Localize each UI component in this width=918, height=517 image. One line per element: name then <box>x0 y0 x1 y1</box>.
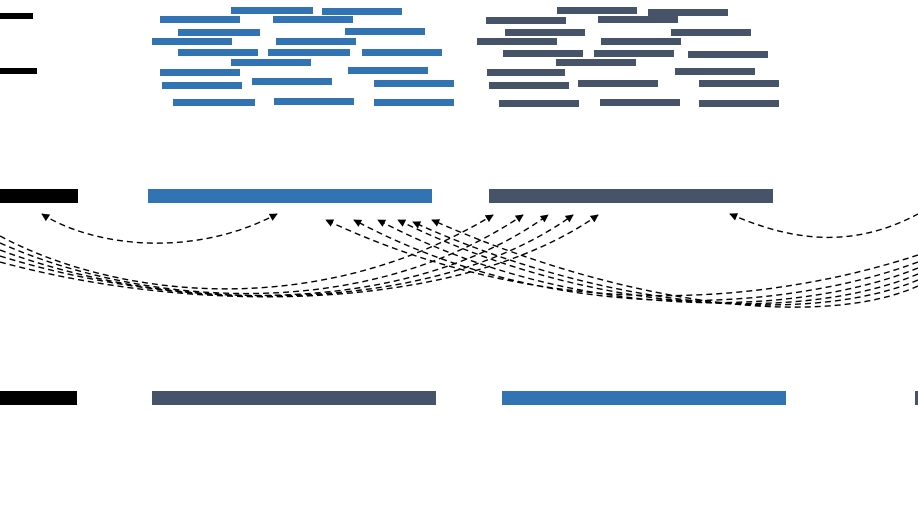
read-fragment <box>160 16 240 23</box>
read-fragment <box>648 9 728 16</box>
read-fragment <box>699 100 779 107</box>
read-fragment <box>598 16 678 23</box>
read-fragment <box>601 38 681 45</box>
dashed-arrow <box>377 219 918 304</box>
read-fragment <box>178 29 260 36</box>
read-fragment <box>688 51 768 58</box>
read-fragment <box>499 100 579 107</box>
read-fragment <box>600 99 680 106</box>
reference-row <box>0 189 773 203</box>
read-fragment <box>231 59 311 66</box>
read-fragment <box>578 80 658 87</box>
reference-slate-block <box>489 189 773 203</box>
read-fragment <box>477 38 557 45</box>
left-ticks <box>0 13 37 74</box>
dashed-arrow <box>412 221 918 306</box>
read-fragment <box>231 7 313 14</box>
dashed-arrow <box>0 214 494 290</box>
dashed-arrow <box>0 214 599 298</box>
read-fragment <box>162 82 242 89</box>
tick-middle <box>0 68 37 74</box>
read-fragment <box>273 16 353 23</box>
read-fragment <box>675 68 755 75</box>
reference-black-block <box>0 189 78 203</box>
dashed-arrow <box>353 219 918 302</box>
read-fragment <box>374 99 454 106</box>
dashed-arrow <box>0 214 524 295</box>
dashed-arrow <box>0 214 549 297</box>
read-fragment <box>345 28 425 35</box>
read-fragment <box>503 50 583 57</box>
reference-blue-block <box>148 189 432 203</box>
assembly-blue-block <box>502 391 786 405</box>
read-fragment <box>489 82 569 89</box>
read-fragment <box>268 49 350 56</box>
read-fragment <box>178 49 258 56</box>
reads-cluster-blue <box>152 7 454 106</box>
assembly-black-block <box>0 391 77 405</box>
read-fragment <box>152 38 232 45</box>
dashed-arrow <box>729 213 918 239</box>
read-fragment <box>557 7 637 14</box>
mapping-arrows <box>0 213 918 308</box>
assembly-row <box>0 391 918 405</box>
reads-cluster-slate <box>477 7 779 107</box>
read-fragment <box>276 38 356 45</box>
read-fragment <box>173 99 255 106</box>
read-fragment <box>322 8 402 15</box>
dashed-arrow <box>431 219 918 308</box>
read-fragment <box>556 59 636 66</box>
read-fragment <box>594 50 674 57</box>
read-fragment <box>274 98 354 105</box>
read-fragment <box>699 80 779 87</box>
read-fragment <box>362 49 442 56</box>
read-fragment <box>505 29 585 36</box>
read-fragment <box>487 69 565 76</box>
assembly-edge-tick <box>915 391 918 405</box>
dashed-arrow <box>41 213 278 244</box>
read-fragment <box>252 78 332 85</box>
dashed-arrow <box>397 219 918 305</box>
read-fragment <box>671 29 751 36</box>
assembly-slate-block <box>152 391 436 405</box>
read-fragment <box>486 17 566 24</box>
read-fragment <box>348 67 428 74</box>
dashed-arrow <box>0 214 574 297</box>
read-fragment <box>160 69 240 76</box>
tick-top <box>0 13 33 19</box>
read-fragment <box>374 80 454 87</box>
